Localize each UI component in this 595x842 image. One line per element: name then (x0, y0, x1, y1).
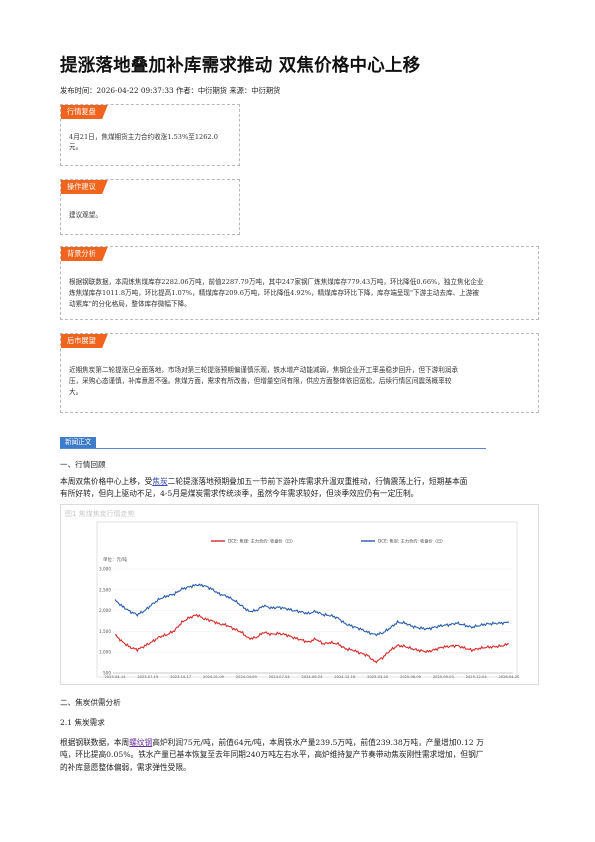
review-tag: 行情复盘 (61, 105, 108, 119)
background-line2: 炼焦煤库存1011.8万吨，环比提高1.07%，精煤库存209.6万吨，环比降低… (69, 289, 479, 297)
paragraph-demand: 根据钢联数据，本周螺纹钢高炉利润75元/吨，前值64元/吨，本周铁水产量239.… (60, 737, 538, 774)
section-heading-review: 一、行情回顾 (60, 460, 106, 469)
series-line (114, 613, 510, 664)
y-tick-label: 3,000 (99, 567, 111, 572)
x-tick-label: 2024-09-24 (302, 675, 324, 679)
x-tick-label: 2025-09-03 (433, 675, 454, 679)
news-tag: 新闻正文 (60, 437, 97, 448)
x-tick-label: 2023-07-19 (137, 675, 159, 679)
outlook-box: 后市展望 近期焦炭第二轮提涨已全面落地，市场对第三轮提涨预期偏谨慎乐观，铁水增产… (60, 333, 539, 413)
advice-text: 建议观望。 (69, 211, 102, 219)
paragraph-text: 根据钢联数据，本周 (60, 738, 130, 747)
outlook-line1: 近期焦炭第二轮提涨已全面落地，市场对第三轮提涨预期偏谨慎乐观，铁水增产动能减弱，… (69, 366, 459, 374)
price-chart: 单位：元/吨 500 1,000 1,500 2,000 2,500 3,000 2023-0… (96, 521, 521, 679)
review-text-line2: 元。 (69, 143, 83, 151)
review-box: 行情复盘 4月21日，焦煤期货主力合约收涨1.53%至1262.0 元。 (60, 104, 240, 166)
page-title: 提涨落地叠加补库需求推动 双焦价格中心上移 (60, 56, 421, 76)
paragraph-text: 本周双焦价格中心上移，受 (60, 477, 153, 486)
subsection-heading-demand: 2.1 焦炭需求 (60, 718, 105, 727)
review-text-line1: 4月21日，焦煤期货主力合约收涨1.53%至1262.0 (69, 133, 218, 141)
advice-tag: 操作建议 (61, 180, 108, 194)
link-rebar[interactable]: 螺纹钢 (129, 738, 153, 747)
x-tick-label: 2024-01-09 (203, 675, 225, 679)
series-line (114, 583, 510, 637)
y-tick-label: 2,000 (99, 608, 111, 613)
paragraph-review: 本周双焦价格中心上移，受焦炭二轮提涨落地预期叠加五一节前下游补库需求升温双重推动… (60, 476, 538, 501)
x-tick-label: 2025-12-04 (466, 675, 488, 679)
link-coke[interactable]: 焦炭 (152, 477, 168, 486)
section-heading-supply: 二、焦炭供需分析 (60, 698, 121, 707)
paragraph-text: 吨，环比提高0.05%。铁水产量已基本恢复至去年同期240万吨左右水平，高炉维持… (60, 750, 484, 760)
outlook-tag: 后市展望 (61, 334, 108, 348)
x-tick-label: 2026-04-20 (499, 675, 521, 679)
price-chart-figure: 图1 焦煤焦炭行情走势 单位：元/吨 500 1,000 1,500 2,000 2,50… (60, 504, 539, 685)
paragraph-text: 高炉利润75元/吨，前值64元/吨，本周铁水产量239.5万吨，前值239.38… (152, 738, 484, 747)
x-tick-label: 2023-10-17 (170, 675, 191, 679)
article-meta: 发布时间：2026-04-22 09:37:33 作者：中衍期货 来源：中衍期货 (60, 86, 281, 95)
y-tick-label: 500 (103, 671, 111, 676)
advice-box: 操作建议 建议观望。 (60, 179, 240, 235)
y-axis-label: 单位：元/吨 (103, 556, 128, 563)
x-tick-label: 2024-07-04 (269, 675, 291, 679)
paragraph-text: 的补库意愿整体偏弱，需求弹性受限。 (60, 762, 191, 772)
y-tick-label: 1,500 (99, 629, 111, 634)
paragraph-text: 有所好转，但向上驱动不足，4-5月是煤炭需求传统淡季，虽然今年需求较好，但淡季效… (60, 489, 419, 499)
y-tick-label: 1,000 (99, 650, 111, 655)
x-tick-label: 2025-03-20 (367, 675, 389, 679)
paragraph-text: 二轮提涨落地预期叠加五一节前下游补库需求升温双重推动，行情震荡上行，短期基本面 (167, 477, 468, 486)
background-line3: 动累库"的分化格局，整体库存微幅下降。 (69, 300, 191, 308)
legend-label: DCE: 焦炭: 主力合约: 收盘价（日） (378, 538, 445, 545)
x-tick-label: 2025-06-09 (400, 675, 422, 679)
x-tick-label: 2024-12-16 (334, 675, 356, 679)
x-tick-label: 2023-04-14 (105, 675, 127, 679)
x-tick-label: 2024-04-09 (236, 675, 258, 679)
background-line1: 根据钢联数据，本周炼焦煤库存2282.06万吨，前值2287.79万吨，其中24… (69, 278, 484, 286)
y-tick-label: 2,500 (99, 587, 111, 592)
outlook-line3: 大。 (69, 388, 83, 396)
chart-caption: 图1 焦煤焦炭行情走势 (65, 510, 135, 518)
background-tag: 背景分析 (61, 247, 108, 261)
legend-label: DCE: 焦煤: 主力合约: 收盘价（日） (228, 538, 295, 545)
background-box: 背景分析 根据钢联数据，本周炼焦煤库存2282.06万吨，前值2287.79万吨… (60, 246, 539, 320)
news-header-bar: 新闻正文 (60, 437, 486, 449)
outlook-line2: 压，采购心态谨慎，补库意愿不强。焦煤方面，需求有所改善，但增量空间有限，供应方面… (69, 377, 452, 385)
